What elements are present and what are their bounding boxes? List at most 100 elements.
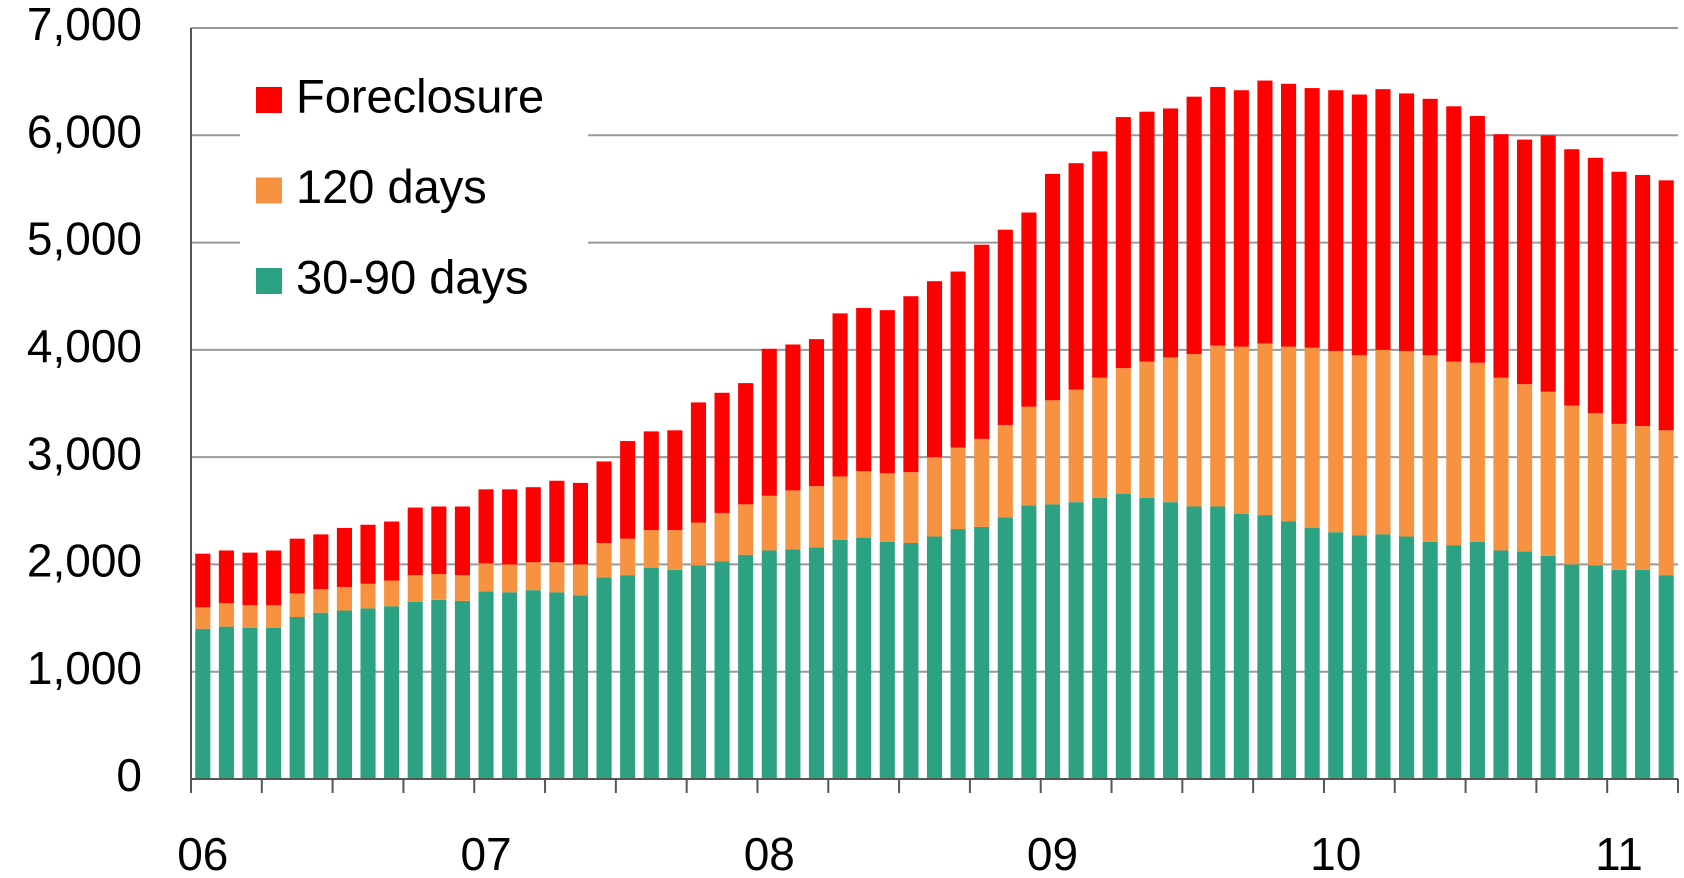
y-tick-label: 2,000 [27,535,142,587]
bar-segment [903,472,919,543]
bar-segment [667,569,683,779]
bar-segment [879,541,895,779]
bar-segment [454,600,470,779]
bar-segment [1564,564,1580,779]
bar-segment [454,506,470,576]
bar-segment [549,562,565,593]
bar-segment [1422,98,1438,356]
bar-segment [1162,502,1179,779]
legend-label: 120 days [296,160,487,213]
y-tick-label: 4,000 [27,320,142,372]
bar-segment [785,344,801,491]
bar-segment [714,392,730,513]
bar-segment [195,628,211,779]
bar-segment [808,339,825,487]
bar-segment [761,550,777,779]
bar-segment [336,527,352,587]
bar-segment [1280,521,1297,779]
bar-segment [714,561,730,779]
bar-segment [1257,343,1273,516]
bar-segment [1068,502,1084,779]
bar-segment [667,530,683,570]
bar-segment [525,487,541,563]
legend: Foreclosure 120 days 30-90 days [240,62,588,324]
bar-segment [808,547,825,779]
bar-segment [478,591,494,779]
x-tick-label: 11 [1595,828,1643,878]
bar-segment [856,537,872,779]
bar-segment [714,512,730,562]
bar-segment [1186,506,1202,779]
bar-segment [1375,534,1391,779]
bar-segment [620,575,636,779]
bar-segment [1186,354,1202,507]
bar-segment [620,441,636,539]
bar-segment [1092,151,1108,378]
bar-segment [1446,361,1462,546]
bar-segment [1139,361,1155,498]
bar-segment [1446,106,1462,362]
bar-segment [266,627,282,779]
bar-segment [1469,115,1485,363]
bar-segment [360,583,376,609]
bar-segment [1493,550,1509,779]
bar-segment [1587,565,1603,779]
bar-segment [1493,377,1509,551]
y-tick-label: 7,000 [27,0,142,50]
bar-segment [808,486,825,548]
bar-segment [1233,90,1249,347]
bar-segment [1257,80,1273,344]
bar-segment [478,563,494,592]
x-tick-label: 08 [744,828,795,878]
bar-segment [1611,171,1627,424]
bar-segment [643,530,659,568]
y-tick-label: 1,000 [27,642,142,694]
bar-segment [903,296,919,473]
bar-segment [1658,575,1674,779]
bar-segment [289,616,305,779]
bar-segment [1351,535,1367,779]
bar-segment [1068,163,1084,390]
bar-segment [1658,180,1674,431]
bar-segment [1540,555,1556,779]
bar-segment [1328,350,1344,533]
bar-segment [1351,94,1367,356]
bar-segment [997,229,1013,425]
bar-segment [1635,426,1651,570]
bar-segment [407,575,423,602]
bar-segment [950,529,966,779]
bar-segment [384,580,400,607]
bar-segment [1304,88,1320,348]
bar-segment [1139,111,1155,362]
bar-segment [1469,362,1485,542]
bar-segment [1469,541,1485,779]
bar-segment [1422,355,1438,542]
bar-segment [879,473,895,542]
bar-segment [1115,117,1131,369]
bar-segment [596,577,612,779]
bar-segment [738,383,754,505]
bar-segment [1399,93,1415,351]
bar-segment [926,457,943,537]
bar-segment [195,607,211,629]
bar-segment [903,542,919,779]
bar-segment [643,431,659,531]
bar-segment [1399,350,1415,537]
bar-segment [1328,532,1344,779]
bar-segment [785,549,801,779]
bar-segment [384,606,400,779]
bar-segment [502,489,518,565]
bar-segment [502,592,518,779]
bar-segment [738,554,754,779]
bar-segment [431,506,447,575]
bar-segment [1635,174,1651,427]
bar-segment [856,308,872,472]
bar-segment [1044,504,1061,779]
bar-segment [1162,357,1179,503]
bar-segment [1139,497,1155,779]
bar-segment [620,538,636,576]
bar-segment [690,522,707,566]
y-tick-label: 6,000 [27,105,142,157]
bar-segment [1092,377,1108,498]
bar-segment [926,536,943,779]
